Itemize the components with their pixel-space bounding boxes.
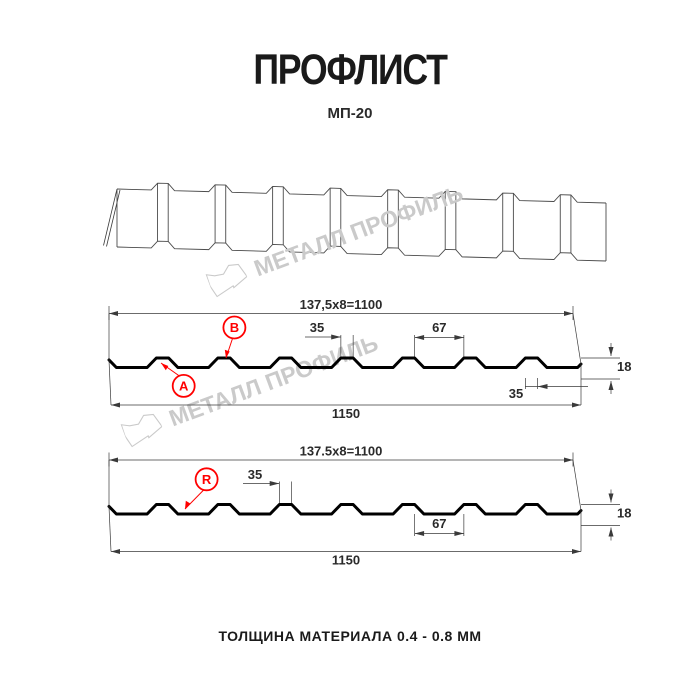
svg-text:137.5x8=1100: 137.5x8=1100: [300, 444, 383, 459]
svg-text:18: 18: [617, 506, 631, 521]
svg-text:67: 67: [432, 320, 446, 335]
svg-text:A: A: [179, 379, 189, 394]
svg-text:35: 35: [509, 386, 523, 401]
svg-text:18: 18: [617, 359, 631, 374]
svg-text:35: 35: [248, 467, 262, 482]
svg-text:1150: 1150: [332, 553, 360, 568]
svg-text:137,5x8=1100: 137,5x8=1100: [300, 297, 383, 312]
svg-text:1150: 1150: [332, 406, 360, 421]
svg-text:35: 35: [310, 320, 324, 335]
svg-text:R: R: [202, 472, 212, 487]
svg-text:B: B: [230, 320, 239, 335]
svg-text:67: 67: [432, 516, 446, 531]
